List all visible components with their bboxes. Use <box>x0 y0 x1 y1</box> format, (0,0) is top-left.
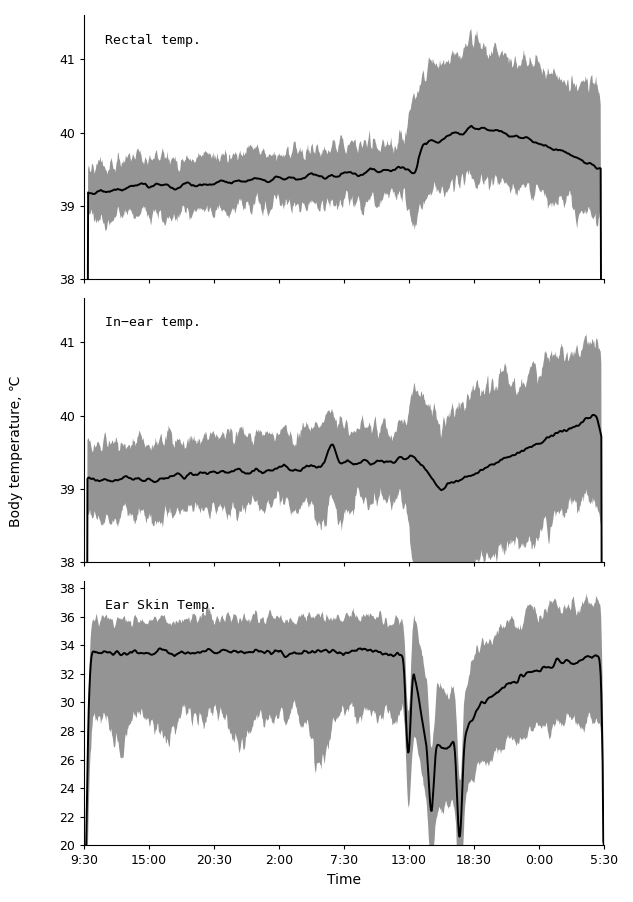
Text: In−ear temp.: In−ear temp. <box>105 317 201 329</box>
Text: Body temperature, ℃: Body temperature, ℃ <box>9 375 23 527</box>
Text: Rectal temp.: Rectal temp. <box>105 33 201 47</box>
X-axis label: Time: Time <box>327 873 361 887</box>
Text: Ear Skin Temp.: Ear Skin Temp. <box>105 600 217 612</box>
